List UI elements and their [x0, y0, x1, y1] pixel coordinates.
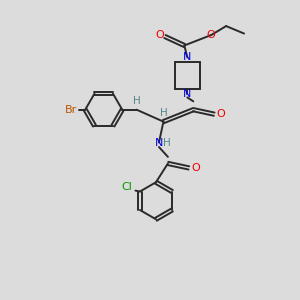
Text: N: N	[155, 138, 163, 148]
Text: N: N	[183, 89, 191, 99]
Text: Cl: Cl	[121, 182, 132, 192]
Text: Br: Br	[65, 105, 77, 115]
Text: H: H	[164, 138, 171, 148]
Text: N: N	[183, 52, 191, 62]
Text: H: H	[160, 108, 168, 118]
Text: O: O	[216, 109, 225, 119]
Text: O: O	[155, 30, 164, 40]
Text: O: O	[207, 30, 216, 40]
Text: H: H	[133, 96, 141, 106]
Text: O: O	[191, 163, 200, 173]
